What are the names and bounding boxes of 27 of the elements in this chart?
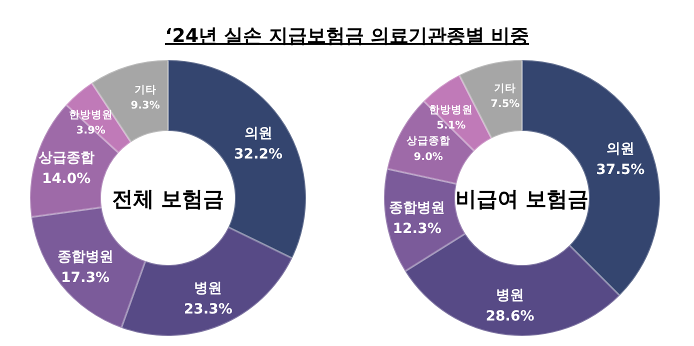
slice-label: 기타 xyxy=(134,84,156,96)
data-label: 5.1% xyxy=(436,120,466,132)
slice-label: 병원 xyxy=(496,288,524,304)
data-label: 17.3% xyxy=(61,270,110,286)
slice-label: 한방병원 xyxy=(68,108,113,121)
slice-label: 기타 xyxy=(494,82,516,94)
data-label: 37.5% xyxy=(596,162,645,178)
data-label: 32.2% xyxy=(234,146,283,162)
data-label: 28.6% xyxy=(486,308,534,325)
slice-label: 상급종합 xyxy=(406,135,450,148)
slice-label: 종합병원 xyxy=(389,200,446,216)
text: ‘24년 실손 지급보험금 의료기관종별 비중 xyxy=(164,25,530,47)
data-label: 12.3% xyxy=(392,221,442,238)
data-label: 23.3% xyxy=(184,301,232,318)
data-label: 7.5% xyxy=(490,98,520,110)
text: 비급여 보험금 xyxy=(455,187,589,211)
data-label: 9.3% xyxy=(130,100,160,112)
text: 전체 보험금 xyxy=(112,187,224,211)
data-label: 3.9% xyxy=(76,124,106,137)
slice-label: 종합병원 xyxy=(57,248,114,265)
slice-label: 한방병원 xyxy=(429,104,474,116)
slice-label: 병원 xyxy=(194,280,222,296)
slice-label: 상급종합 xyxy=(38,150,94,166)
data-label: 14.0% xyxy=(42,171,91,188)
data-label: 9.0% xyxy=(414,150,444,163)
slice-label: 의원 xyxy=(606,141,634,158)
slice-label: 의원 xyxy=(244,125,272,142)
